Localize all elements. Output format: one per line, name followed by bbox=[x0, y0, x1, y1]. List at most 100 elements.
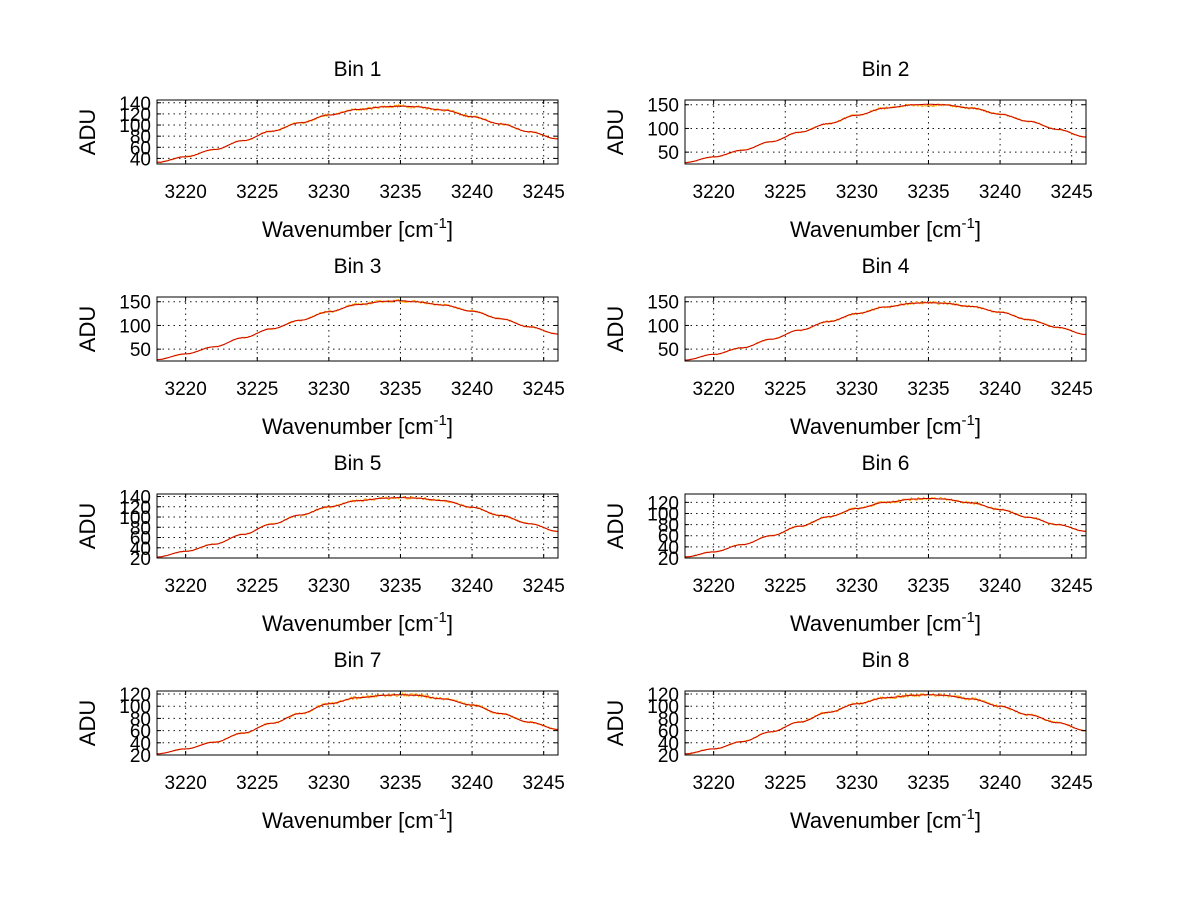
x-axis-label-main: Wavenumber [cm bbox=[790, 611, 962, 636]
y-tick-label: 150 bbox=[119, 293, 151, 314]
y-tick-label: 50 bbox=[658, 340, 679, 361]
axes-box bbox=[156, 690, 559, 756]
x-tick-label: 3230 bbox=[836, 576, 878, 597]
x-axis-label-superscript: -1 bbox=[962, 215, 975, 232]
y-tick-label: 40 bbox=[658, 734, 679, 755]
x-tick-label: 3235 bbox=[907, 773, 949, 794]
x-tick-label: 3220 bbox=[165, 379, 207, 400]
x-axis-label: Wavenumber [cm-1] bbox=[790, 412, 981, 439]
x-tick-label: 3240 bbox=[979, 379, 1021, 400]
x-axis-label-end: ] bbox=[447, 808, 453, 833]
x-tick-label: 3230 bbox=[308, 182, 350, 203]
y-tick-label: 40 bbox=[130, 734, 151, 755]
series-fit bbox=[157, 300, 558, 361]
subplot-title: Bin 2 bbox=[862, 58, 910, 81]
axes-box bbox=[684, 690, 1087, 756]
y-tick-label: 120 bbox=[647, 685, 679, 706]
x-tick-label: 3235 bbox=[907, 182, 949, 203]
subplot-title: Bin 4 bbox=[862, 255, 910, 278]
x-tick-label: 3235 bbox=[379, 379, 421, 400]
subplot-title: Bin 1 bbox=[334, 58, 382, 81]
series-measured bbox=[156, 299, 559, 361]
y-tick-label: 20 bbox=[658, 746, 679, 767]
subplot-bin-5: Bin 5 3220 3225 3230 3235 3240 3245 20406080100… bbox=[75, 452, 565, 636]
series-measured bbox=[156, 104, 559, 164]
x-axis-label-superscript: -1 bbox=[962, 806, 975, 823]
x-axis-label-main: Wavenumber [cm bbox=[262, 611, 434, 636]
x-axis-label-main: Wavenumber [cm bbox=[262, 808, 434, 833]
x-tick-label: 3245 bbox=[523, 379, 565, 400]
y-axis-label: ADU bbox=[75, 700, 100, 746]
x-axis-label: Wavenumber [cm-1] bbox=[790, 609, 981, 636]
x-tick-label: 3230 bbox=[836, 182, 878, 203]
subplot-bin-1: Bin 1 3220 3225 3230 3235 3240 3245 40608010012… bbox=[75, 58, 565, 242]
x-axis-label-end: ] bbox=[975, 808, 981, 833]
x-axis-label-superscript: -1 bbox=[962, 412, 975, 429]
x-axis-label-end: ] bbox=[447, 217, 453, 242]
y-tick-label: 40 bbox=[130, 539, 151, 560]
subplot-title: Bin 6 bbox=[862, 452, 910, 475]
axes-box bbox=[156, 296, 559, 362]
x-axis-label-end: ] bbox=[975, 611, 981, 636]
y-tick-label: 100 bbox=[647, 119, 679, 140]
y-tick-label: 40 bbox=[658, 538, 679, 559]
y-tick-label: 40 bbox=[130, 149, 151, 170]
x-axis-label: Wavenumber [cm-1] bbox=[790, 806, 981, 833]
series-fit bbox=[685, 694, 1086, 755]
series-measured bbox=[156, 496, 558, 558]
x-axis-label-superscript: -1 bbox=[434, 412, 447, 429]
axes-box bbox=[156, 493, 559, 559]
x-tick-label: 3225 bbox=[236, 773, 278, 794]
axes-box bbox=[156, 99, 559, 165]
x-axis-label-main: Wavenumber [cm bbox=[262, 217, 434, 242]
y-axis-label: ADU bbox=[603, 109, 628, 155]
x-tick-label: 3245 bbox=[523, 576, 565, 597]
series-measured bbox=[684, 103, 1087, 164]
x-axis-label-main: Wavenumber [cm bbox=[262, 414, 434, 439]
subplot-title: Bin 7 bbox=[334, 649, 382, 672]
axes-box bbox=[684, 493, 1087, 559]
x-axis-label: Wavenumber [cm-1] bbox=[262, 609, 453, 636]
y-tick-label: 100 bbox=[119, 697, 151, 718]
x-tick-label: 3225 bbox=[764, 182, 806, 203]
series-measured bbox=[685, 301, 1087, 361]
y-tick-label: 80 bbox=[130, 127, 151, 148]
x-tick-label: 3240 bbox=[979, 576, 1021, 597]
subplot-bin-8: Bin 8 3220 3225 3230 3235 3240 3245 20406080100… bbox=[603, 649, 1093, 833]
axes-box bbox=[684, 99, 1087, 165]
series-measured bbox=[684, 692, 1087, 755]
y-tick-label: 20 bbox=[130, 549, 151, 570]
y-tick-label: 60 bbox=[658, 722, 679, 743]
x-tick-label: 3225 bbox=[236, 379, 278, 400]
x-tick-label: 3230 bbox=[308, 773, 350, 794]
x-tick-label: 3230 bbox=[836, 773, 878, 794]
y-tick-label: 150 bbox=[647, 96, 679, 117]
x-tick-label: 3220 bbox=[693, 182, 735, 203]
y-tick-label: 50 bbox=[658, 143, 679, 164]
x-tick-label: 3235 bbox=[379, 182, 421, 203]
x-tick-label: 3235 bbox=[379, 773, 421, 794]
x-tick-label: 3225 bbox=[236, 182, 278, 203]
y-tick-label: 80 bbox=[658, 709, 679, 730]
y-tick-label: 140 bbox=[119, 488, 151, 509]
y-axis-label: ADU bbox=[75, 306, 100, 352]
y-tick-label: 20 bbox=[658, 549, 679, 570]
y-tick-label: 20 bbox=[130, 746, 151, 767]
x-tick-label: 3225 bbox=[764, 379, 806, 400]
x-axis-label-main: Wavenumber [cm bbox=[790, 217, 962, 242]
y-axis-label: ADU bbox=[603, 700, 628, 746]
subplot-title: Bin 3 bbox=[334, 255, 382, 278]
subplot-bin-7: Bin 7 3220 3225 3230 3235 3240 3245 20406080100… bbox=[75, 649, 565, 833]
x-tick-label: 3230 bbox=[308, 576, 350, 597]
x-axis-label-superscript: -1 bbox=[434, 806, 447, 823]
subplot-bin-6: Bin 6 3220 3225 3230 3235 3240 3245 20406080100… bbox=[603, 452, 1093, 636]
y-tick-label: 50 bbox=[130, 340, 151, 361]
series-measured bbox=[684, 496, 1087, 558]
x-tick-label: 3225 bbox=[764, 576, 806, 597]
series-measured bbox=[156, 692, 559, 755]
x-tick-label: 3240 bbox=[451, 379, 493, 400]
y-tick-label: 120 bbox=[119, 105, 151, 126]
x-tick-label: 3225 bbox=[236, 576, 278, 597]
